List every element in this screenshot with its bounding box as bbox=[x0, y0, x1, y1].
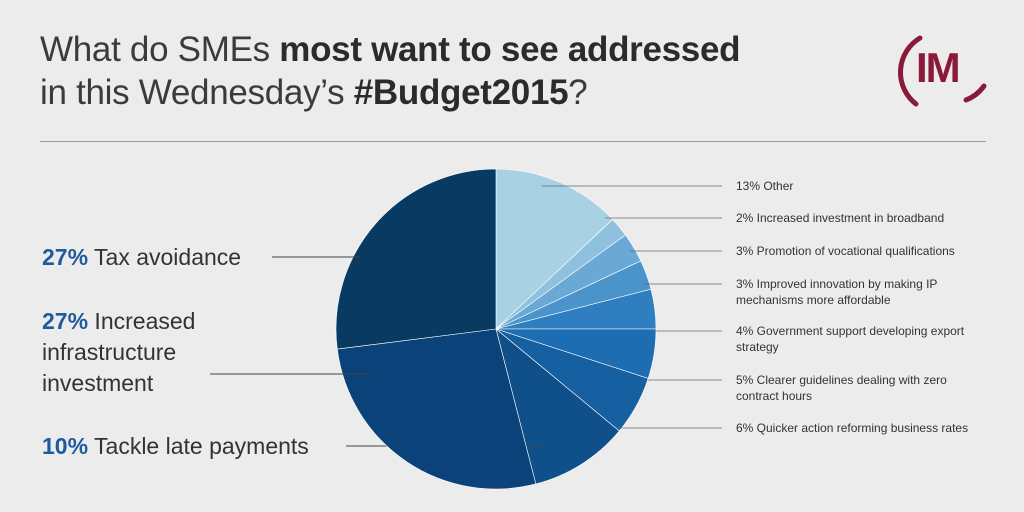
slice-label: 3% Promotion of vocational qualification… bbox=[736, 244, 955, 258]
slice-label-line: 3% Promotion of vocational qualification… bbox=[736, 244, 955, 258]
logo-arcs-icon bbox=[897, 35, 987, 107]
slice-pct: 27% bbox=[42, 244, 88, 270]
title-line2-regular: in this Wednesday’s bbox=[40, 73, 354, 112]
title-line1-bold: most want to see addressed bbox=[279, 30, 741, 69]
slice-label-line: investment bbox=[42, 370, 154, 396]
slice-label: 3% Improved innovation by making IP mecha… bbox=[736, 277, 937, 307]
slice-label-line: 6% Quicker action reforming business rat… bbox=[736, 421, 968, 435]
slice-label: 5% Clearer guidelines dealing with zero c… bbox=[736, 373, 947, 403]
slice-label-line: Tax avoidance bbox=[88, 244, 241, 270]
slice-label-line: 4% Government support developing export bbox=[736, 324, 965, 338]
slice-label-line: 5% Clearer guidelines dealing with zero bbox=[736, 373, 947, 387]
slice-label-line: infrastructure bbox=[42, 339, 176, 365]
slice-label: 27% Increased infrastructure investment bbox=[42, 308, 195, 396]
slice-label: 2% Increased investment in broadband bbox=[736, 211, 944, 225]
slice-label: 6% Quicker action reforming business rat… bbox=[736, 421, 968, 435]
slice-label-line: 2% Increased investment in broadband bbox=[736, 211, 944, 225]
pie-slice bbox=[336, 328, 537, 490]
pie-slice bbox=[495, 168, 614, 330]
slice-label-line: 3% Improved innovation by making IP bbox=[736, 277, 937, 291]
slice-label: 10% Tackle late payments bbox=[42, 433, 309, 459]
slice-label: 4% Government support developing export s… bbox=[736, 324, 965, 354]
title-line1-regular: What do SMEs bbox=[40, 30, 280, 69]
pie-slice bbox=[495, 328, 620, 485]
im-logo: IM bbox=[896, 26, 996, 116]
slice-label-line: strategy bbox=[736, 340, 779, 354]
slice-pct: 27% bbox=[42, 308, 88, 334]
slice-label-line: Increased bbox=[88, 308, 195, 334]
page-title: What do SMEs most want to see addressed … bbox=[40, 28, 741, 114]
slice-pct: 10% bbox=[42, 433, 88, 459]
slice-label: 13% Other bbox=[736, 179, 793, 193]
slice-label-line: contract hours bbox=[736, 389, 812, 403]
pie-slice bbox=[335, 168, 497, 350]
slice-label-line: mechanisms more affordable bbox=[736, 293, 891, 307]
logo-text: IM bbox=[916, 44, 961, 91]
slice-label-line: 13% Other bbox=[736, 179, 793, 193]
slice-label: 27% Tax avoidance bbox=[42, 244, 241, 270]
title-line2-end: ? bbox=[568, 73, 588, 112]
title-divider bbox=[40, 141, 986, 142]
title-line2-bold: #Budget2015 bbox=[353, 73, 569, 112]
slice-label-line: Tackle late payments bbox=[88, 433, 309, 459]
